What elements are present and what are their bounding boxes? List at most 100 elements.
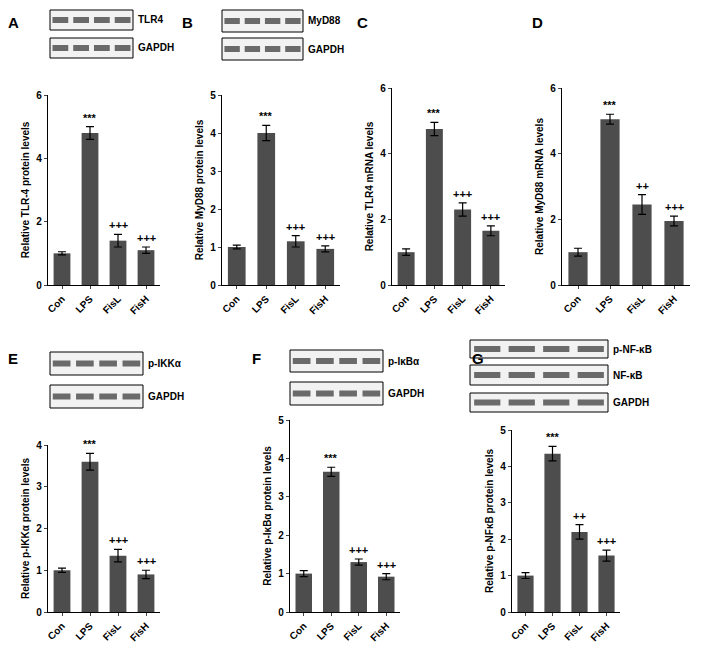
svg-text:FisH: FisH <box>588 620 611 643</box>
svg-text:LPS: LPS <box>315 620 337 642</box>
svg-text:p-IκBα: p-IκBα <box>388 356 420 367</box>
svg-text:p-NF-κB: p-NF-κB <box>613 344 652 355</box>
svg-text:1: 1 <box>500 570 506 581</box>
svg-text:TLR4: TLR4 <box>138 14 163 25</box>
svg-text:GAPDH: GAPDH <box>388 388 424 399</box>
svg-text:Con: Con <box>220 293 242 315</box>
svg-text:GAPDH: GAPDH <box>148 391 184 402</box>
svg-text:2: 2 <box>500 534 506 545</box>
svg-text:5: 5 <box>278 415 284 426</box>
svg-text:0: 0 <box>380 280 386 291</box>
svg-text:B: B <box>182 14 193 31</box>
svg-text:G: G <box>472 350 484 367</box>
svg-text:3: 3 <box>210 166 216 177</box>
svg-text:+++: +++ <box>109 219 128 231</box>
svg-text:0: 0 <box>36 607 42 618</box>
svg-text:Con: Con <box>45 293 67 315</box>
svg-text:***: *** <box>427 107 441 119</box>
svg-text:Con: Con <box>561 293 583 315</box>
svg-text:FisH: FisH <box>656 293 679 316</box>
svg-text:GAPDH: GAPDH <box>138 42 174 53</box>
svg-text:4: 4 <box>500 461 506 472</box>
svg-text:LPS: LPS <box>73 620 95 642</box>
svg-text:5: 5 <box>210 90 216 101</box>
svg-text:NF-κB: NF-κB <box>613 370 642 381</box>
svg-text:3: 3 <box>500 497 506 508</box>
svg-text:GAPDH: GAPDH <box>613 397 649 408</box>
svg-text:+++: +++ <box>137 232 156 244</box>
svg-text:+++: +++ <box>453 188 472 200</box>
svg-text:FisL: FisL <box>445 293 467 315</box>
svg-text:2: 2 <box>36 216 42 227</box>
svg-text:A: A <box>8 14 19 31</box>
svg-text:LPS: LPS <box>593 293 615 315</box>
svg-text:2: 2 <box>210 204 216 215</box>
svg-text:+++: +++ <box>137 555 156 567</box>
svg-text:3: 3 <box>36 481 42 492</box>
svg-text:FisL: FisL <box>625 293 647 315</box>
svg-text:Relative MyD88 mRNA levels: Relative MyD88 mRNA levels <box>534 118 545 255</box>
svg-text:++: ++ <box>573 510 586 522</box>
svg-text:2: 2 <box>278 530 284 541</box>
svg-text:FisL: FisL <box>101 620 123 642</box>
svg-text:Relative TLR-4 protein levels: Relative TLR-4 protein levels <box>20 121 31 258</box>
svg-text:***: *** <box>83 112 97 124</box>
svg-text:GAPDH: GAPDH <box>308 44 344 55</box>
svg-text:***: *** <box>546 431 560 443</box>
svg-text:1: 1 <box>210 242 216 253</box>
svg-text:***: *** <box>259 110 273 122</box>
svg-text:C: C <box>357 14 368 31</box>
svg-text:FisH: FisH <box>473 293 496 316</box>
svg-text:***: *** <box>324 452 338 464</box>
svg-text:+++: +++ <box>597 535 616 547</box>
svg-text:+++: +++ <box>286 221 305 233</box>
svg-text:6: 6 <box>36 90 42 101</box>
svg-text:3: 3 <box>278 491 284 502</box>
svg-text:+++: +++ <box>109 534 128 546</box>
svg-text:FisL: FisL <box>341 620 363 642</box>
svg-text:Con: Con <box>390 293 412 315</box>
svg-text:4: 4 <box>36 153 42 164</box>
svg-text:FisL: FisL <box>278 293 300 315</box>
svg-text:+++: +++ <box>316 231 335 243</box>
svg-text:++: ++ <box>636 180 649 192</box>
svg-text:0: 0 <box>210 280 216 291</box>
svg-text:1: 1 <box>36 565 42 576</box>
svg-text:F: F <box>252 350 261 367</box>
svg-text:LPS: LPS <box>250 293 272 315</box>
svg-text:FisH: FisH <box>368 620 391 643</box>
svg-text:0: 0 <box>36 280 42 291</box>
svg-text:+++: +++ <box>481 211 500 223</box>
svg-text:4: 4 <box>550 148 556 159</box>
svg-text:Relative p-IκBα protein levels: Relative p-IκBα protein levels <box>262 446 273 586</box>
svg-text:***: *** <box>83 438 97 450</box>
svg-text:4: 4 <box>278 453 284 464</box>
svg-text:4: 4 <box>380 148 386 159</box>
svg-text:4: 4 <box>210 128 216 139</box>
svg-text:+++: +++ <box>665 201 684 213</box>
svg-text:FisH: FisH <box>128 293 151 316</box>
svg-text:Con: Con <box>45 620 67 642</box>
svg-text:D: D <box>532 14 543 31</box>
svg-text:2: 2 <box>550 214 556 225</box>
svg-text:LPS: LPS <box>73 293 95 315</box>
svg-text:5: 5 <box>500 425 506 436</box>
svg-text:6: 6 <box>380 83 386 94</box>
svg-text:LPS: LPS <box>418 293 440 315</box>
svg-text:Relative TLR4 mRNA levels: Relative TLR4 mRNA levels <box>364 121 375 251</box>
svg-text:2: 2 <box>380 214 386 225</box>
svg-text:Con: Con <box>287 620 309 642</box>
svg-text:***: *** <box>603 99 617 111</box>
svg-text:6: 6 <box>550 83 556 94</box>
svg-text:+++: +++ <box>377 559 396 571</box>
svg-text:LPS: LPS <box>536 620 558 642</box>
svg-text:FisH: FisH <box>307 293 330 316</box>
svg-text:MyD88: MyD88 <box>308 15 341 26</box>
svg-text:+++: +++ <box>349 544 368 556</box>
svg-text:4: 4 <box>36 440 42 451</box>
svg-text:2: 2 <box>36 523 42 534</box>
svg-text:Con: Con <box>509 620 531 642</box>
svg-text:1: 1 <box>278 568 284 579</box>
svg-text:0: 0 <box>550 280 556 291</box>
svg-text:FisL: FisL <box>562 620 584 642</box>
